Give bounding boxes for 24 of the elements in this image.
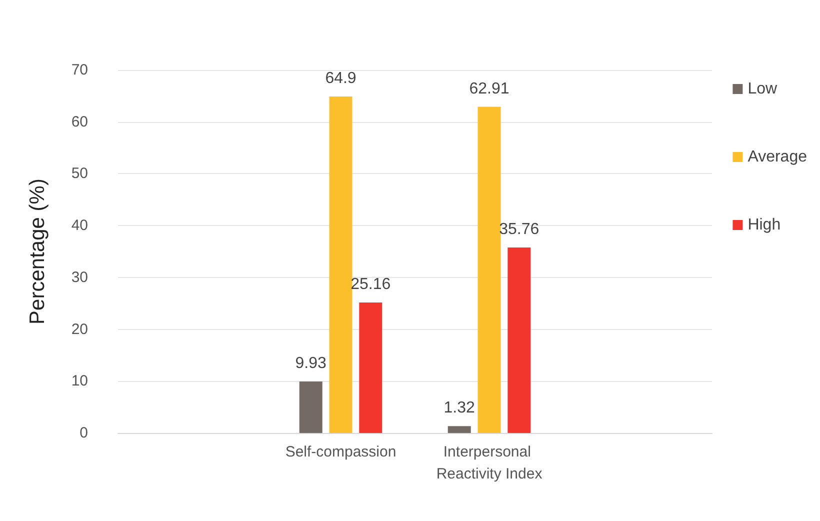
legend-label: Low xyxy=(748,80,778,98)
y-tick-label: 0 xyxy=(80,424,88,442)
y-tick-label: 20 xyxy=(71,320,88,338)
data-label: 9.93 xyxy=(295,355,327,372)
data-label: 62.91 xyxy=(469,80,510,98)
data-label: 1.32 xyxy=(444,400,476,417)
bar xyxy=(329,96,352,433)
data-label: 64.9 xyxy=(325,70,356,87)
x-tick-label: Self-compassion xyxy=(285,444,396,460)
bar xyxy=(299,382,322,433)
legend-label: Average xyxy=(748,148,808,166)
bar xyxy=(359,302,382,433)
y-tick-label: 50 xyxy=(71,165,88,182)
y-tick-label: 30 xyxy=(71,268,88,286)
x-tick-label: Interpersonal Reactivity Index xyxy=(436,444,543,482)
y-tick-label: 70 xyxy=(71,62,88,78)
bar xyxy=(508,248,531,433)
bar xyxy=(478,106,501,433)
y-axis-title: Percentage (%) xyxy=(26,178,49,324)
bar xyxy=(448,426,471,433)
y-tick-label: 10 xyxy=(71,372,88,390)
y-tick-label: 40 xyxy=(71,217,88,234)
legend-label: High xyxy=(748,216,781,234)
y-tick-label: 60 xyxy=(71,113,88,130)
